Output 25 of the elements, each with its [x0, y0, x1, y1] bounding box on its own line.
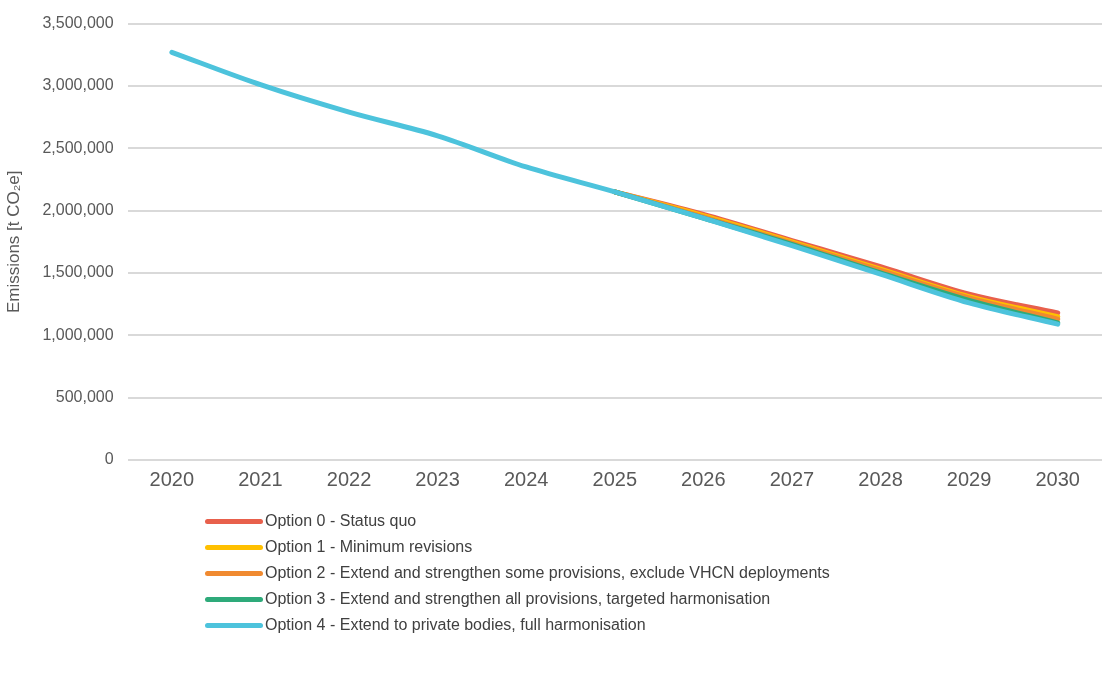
x-tick-label: 2030 — [1035, 467, 1080, 490]
y-axis-title: Emissions [t CO₂e] — [3, 170, 23, 314]
x-tick-label: 2025 — [592, 467, 638, 490]
y-tick-label: 3,000,000 — [42, 76, 114, 94]
y-tick-label: 2,500,000 — [42, 138, 114, 156]
x-tick-label: 2022 — [326, 467, 372, 490]
y-tick-label: 500,000 — [55, 388, 114, 406]
legend-label: Option 4 - Extend to private bodies, full harmonisation — [265, 616, 646, 634]
x-tick-label: 2020 — [149, 467, 195, 490]
x-tick-label: 2021 — [238, 467, 283, 490]
y-tick-label: 2,000,000 — [42, 201, 114, 219]
x-tick-label: 2023 — [415, 467, 460, 490]
y-tick-label: 3,500,000 — [42, 14, 114, 32]
x-tick-label: 2029 — [946, 467, 992, 490]
legend-label: Option 0 - Status quo — [265, 512, 417, 530]
x-tick-label: 2026 — [681, 467, 726, 490]
legend-label: Option 2 - Extend and strengthen some provisions, exclude VHCN deployments — [265, 564, 830, 582]
y-tick-label: 1,000,000 — [42, 325, 114, 343]
y-tick-label: 1,500,000 — [42, 263, 114, 281]
legend-label: Option 3 - Extend and strengthen all provisions, targeted harmonisation — [265, 590, 771, 608]
x-tick-label: 2024 — [503, 467, 549, 490]
x-tick-label: 2028 — [858, 467, 903, 490]
x-tick-label: 2027 — [769, 467, 815, 490]
legend-label: Option 1 - Minimum revisions — [265, 538, 473, 556]
y-tick-label: 0 — [104, 450, 114, 468]
